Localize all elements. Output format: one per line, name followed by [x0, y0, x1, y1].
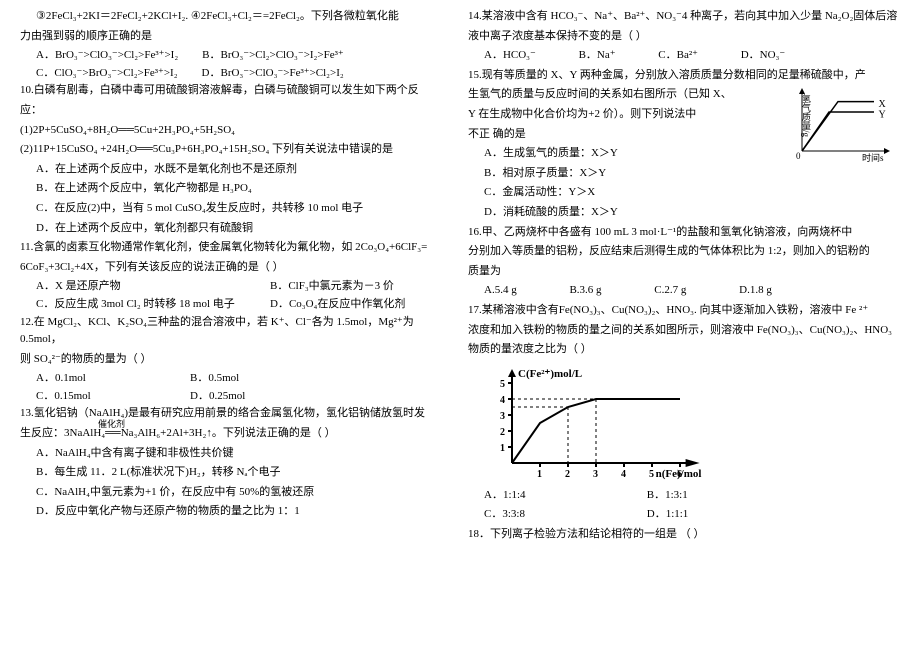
svg-text:氢气质量/g: 氢气质量/g: [801, 93, 811, 138]
q13-d: D．反应中氧化产物与还原产物的物质的量之比为 1：1: [20, 503, 452, 521]
q12-b: B．0.5mol: [190, 370, 239, 388]
q9-c: C．ClO₃⁻>BrO₃⁻>Cl₂>Fe³⁺>I₂: [36, 65, 178, 83]
q12-d: D．0.25mol: [190, 388, 245, 406]
svg-text:2: 2: [500, 427, 505, 438]
svg-text:3: 3: [500, 411, 505, 422]
q16-b: B.3.6 g: [569, 282, 601, 300]
q14-c: C．Ba²⁺: [658, 47, 698, 65]
q16-opts: A.5.4 g B.3.6 g C.2.7 g D.1.8 g: [468, 282, 900, 300]
q14-line2: 液中离子浓度基本保持不变的是（ ）: [468, 28, 900, 46]
q13-line2: 生反应：3NaAlH₄══Na₃AlH₆+2Al+3H₂↑。下列说法正确的是（ …: [20, 427, 336, 439]
q10-eq1: (1)2P+5CuSO₄+8H₂O══5Cu+2H₃PO₄+5H₂SO₄: [20, 122, 452, 140]
q15-line1: 15.现有等质量的 X、Y 两种金属，分别放入溶质质量分数相同的足量稀硫酸中，产: [468, 67, 900, 85]
q18: 18．下列离子检验方法和结论相符的一组是 （ ）: [468, 526, 900, 544]
q12-line1: 12.在 MgCl₂、KCl、K₂SO₄三种盐的混合溶液中，若 K⁺、Cl⁻各为…: [20, 314, 452, 349]
q16-line3: 质量为: [468, 263, 900, 281]
q13-cat: 催化剂: [98, 417, 125, 431]
q17-opts2: C．3:3:8 D．1:1:1: [468, 506, 900, 524]
q17-graph: 12345123456C(Fe²⁺)mol/Ln(Fe)/mol: [484, 363, 900, 483]
q12-opts2: C．0.15mol D．0.25mol: [20, 388, 452, 406]
q10-eq2: (2)11P+15CuSO₄ +24H₂O══5Cu₃P+6H₃PO₄+15H₂…: [20, 141, 452, 159]
q10-line1: 10.白磷有剧毒，白磷中毒可用硫酸铜溶液解毒，白磷与硫酸铜可以发生如下两个反: [20, 82, 452, 100]
q10-d: D．在上述两个反应中，氧化剂都只有硫酸铜: [20, 220, 452, 238]
svg-text:1: 1: [537, 469, 542, 480]
svg-text:1: 1: [500, 443, 505, 454]
q14-d: D．NO₃⁻: [741, 47, 785, 65]
q12-line2: 则 SO₄²⁻的物质的量为（ ）: [20, 351, 452, 369]
svg-text:3: 3: [593, 469, 598, 480]
svg-text:2: 2: [565, 469, 570, 480]
q16-a: A.5.4 g: [484, 282, 517, 300]
q9-opts: A．BrO₃⁻>ClO₃⁻>Cl₂>Fe³⁺>I₂ B．BrO₃⁻>Cl₂>Cl…: [20, 47, 452, 65]
q15-c: C．金属活动性：Y＞X: [468, 184, 900, 202]
q17-line3: 物质的量浓度之比为（ ）: [468, 341, 900, 359]
q12-a: A．0.1mol: [36, 370, 166, 388]
q11-b: B．ClF₃中氯元素为－3 价: [270, 278, 394, 296]
q17-line2: 浓度和加入铁粉的物质的量之间的关系如图所示，则溶液中 Fe(NO₃)₃、Cu(N…: [468, 322, 900, 340]
q16-line2: 分别加入等质量的铝粉，反应结束后测得生成的气体体积比为 1:2，则加入的铝粉的: [468, 243, 900, 261]
svg-text:4: 4: [621, 469, 626, 480]
q11-a: A．X 是还原产物: [36, 278, 246, 296]
q17-c: C．3:3:8: [484, 506, 604, 524]
q9-a: A．BrO₃⁻>ClO₃⁻>Cl₂>Fe³⁺>I₂: [36, 47, 178, 65]
q17-a: A．1:1:4: [484, 487, 604, 505]
q15-b: B．相对原子质量：X＞Y: [468, 165, 900, 183]
q16-c: C.2.7 g: [654, 282, 686, 300]
q15-d: D．消耗硫酸的质量：X＞Y: [468, 204, 900, 222]
q10-b: B．在上述两个反应中，氧化产物都是 H₃PO₄: [20, 180, 452, 198]
q12-opts1: A．0.1mol B．0.5mol: [20, 370, 452, 388]
q11-d: D．Co₃O₄在反应中作氧化剂: [270, 296, 405, 314]
q9-b: B．BrO₃⁻>Cl₂>ClO₃⁻>I₂>Fe³⁺: [202, 47, 344, 65]
q14-line1: 14.某溶液中含有 HCO₃⁻、Na⁺、Ba²⁺、NO₃⁻4 种离子，若向其中加…: [468, 8, 900, 26]
q13-c: C．NaAlH₄中氢元素为+1 价，在反应中有 50%的氢被还原: [20, 484, 452, 502]
q11-opts1: A．X 是还原产物 B．ClF₃中氯元素为－3 价: [20, 278, 452, 296]
q15-graph: XY 氢气质量/g 时间s 0: [790, 86, 900, 166]
q13-line2-wrap: 生反应：3NaAlH₄══Na₃AlH₆+2Al+3H₂↑。下列说法正确的是（ …: [20, 425, 452, 443]
svg-text:时间s: 时间s: [862, 152, 884, 163]
q12-c: C．0.15mol: [36, 388, 166, 406]
q14-a: A．HCO₃⁻: [484, 47, 536, 65]
q13-line1: 13.氢化铝钠（NaAlH₄)是最有研究应用前景的络合金属氢化物，氢化铝钠储放氢…: [20, 405, 452, 423]
q9-opts2: C．ClO₃⁻>BrO₃⁻>Cl₂>Fe³⁺>I₂ D．BrO₃⁻>ClO₃⁻>…: [20, 65, 452, 83]
q16-d: D.1.8 g: [739, 282, 772, 300]
q14-opts: A．HCO₃⁻ B．Na⁺ C．Ba²⁺ D．NO₃⁻: [468, 47, 900, 65]
svg-text:0: 0: [796, 151, 801, 161]
q11-line1: 11.含氯的卤素互化物通常作氧化剂，使金属氧化物转化为氟化物，如 2Co₃O₄+…: [20, 239, 452, 257]
q17-b: B．1:3:1: [647, 487, 688, 505]
q10-c: C．在反应(2)中，当有 5 mol CuSO₄发生反应时，共转移 10 mol…: [20, 200, 452, 218]
q10-line2: 应：: [20, 102, 452, 120]
q17-d: D．1:1:1: [647, 506, 689, 524]
eq34: ③2FeCl₃+2KI＝2FeCl₂+2KCl+I₂. ④2FeCl₃+Cl₂＝…: [20, 8, 452, 26]
q16-line1: 16.甲、乙两烧杯中各盛有 100 mL 3 mol·L⁻¹的盐酸和氢氧化钠溶液…: [468, 224, 900, 242]
svg-text:X: X: [879, 100, 887, 111]
q17-line1: 17.某稀溶液中含有Fe(NO₃)₃、Cu(NO₃)₂、HNO₃. 向其中逐渐加…: [468, 302, 900, 320]
svg-text:Y: Y: [879, 110, 886, 121]
q11-opts2: C．反应生成 3mol Cl₂ 时转移 18 mol 电子 D．Co₃O₄在反应…: [20, 296, 452, 314]
q11-line2: 6CoF₃+3Cl₂+4X，下列有关该反应的说法正确的是（ ）: [20, 259, 452, 277]
q10-a: A．在上述两个反应中，水既不是氧化剂也不是还原剂: [20, 161, 452, 179]
svg-text:n(Fe)/mol: n(Fe)/mol: [656, 468, 702, 480]
svg-text:4: 4: [500, 395, 505, 406]
svg-text:5: 5: [500, 379, 505, 390]
q13-b: B．每生成 11．2 L(标准状况下)H₂，转移 Nₐ个电子: [20, 464, 452, 482]
q14-b: B．Na⁺: [579, 47, 616, 65]
q17-opts1: A．1:1:4 B．1:3:1: [468, 487, 900, 505]
eq34-cont: 力由强到弱的顺序正确的是: [20, 28, 452, 46]
svg-text:5: 5: [649, 469, 654, 480]
q11-c: C．反应生成 3mol Cl₂ 时转移 18 mol 电子: [36, 296, 246, 314]
q9-d: D．BrO₃⁻>ClO₃⁻>Fe³⁺>Cl₂>I₂: [202, 65, 344, 83]
svg-text:C(Fe²⁺)mol/L: C(Fe²⁺)mol/L: [518, 368, 582, 380]
q13-a: A．NaAlH₄中含有离子键和非极性共价键: [20, 445, 452, 463]
